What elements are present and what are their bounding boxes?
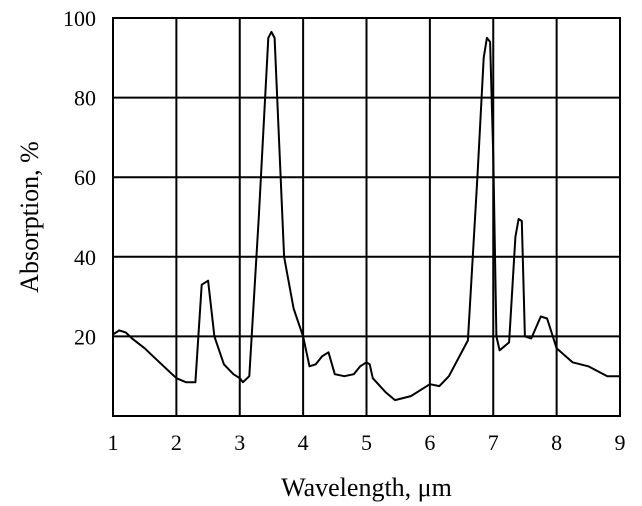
y-axis-title: Absorption, % <box>15 141 44 293</box>
y-tick-label: 100 <box>63 6 96 31</box>
x-tick-label: 1 <box>108 430 119 455</box>
x-tick-label: 2 <box>171 430 182 455</box>
absorption-series-line <box>112 30 620 402</box>
y-tick-label: 40 <box>74 245 96 270</box>
y-tick-label: 80 <box>74 86 96 111</box>
x-tick-label: 6 <box>424 430 435 455</box>
series-layer <box>112 30 620 402</box>
x-tick-label: 3 <box>234 430 245 455</box>
x-tick-label: 7 <box>488 430 499 455</box>
grid <box>113 18 620 416</box>
x-tick-label: 9 <box>615 430 626 455</box>
x-tick-label: 8 <box>551 430 562 455</box>
plot-frame <box>112 17 621 417</box>
tick-labels: 1 2 3 4 5 6 7 8 9 20 40 60 80 100 <box>63 6 626 455</box>
y-tick-label: 60 <box>74 165 96 190</box>
y-tick-label: 20 <box>74 324 96 349</box>
x-tick-label: 5 <box>361 430 372 455</box>
x-axis-title: Wavelength, μm <box>281 473 452 502</box>
x-tick-label: 4 <box>298 430 309 455</box>
